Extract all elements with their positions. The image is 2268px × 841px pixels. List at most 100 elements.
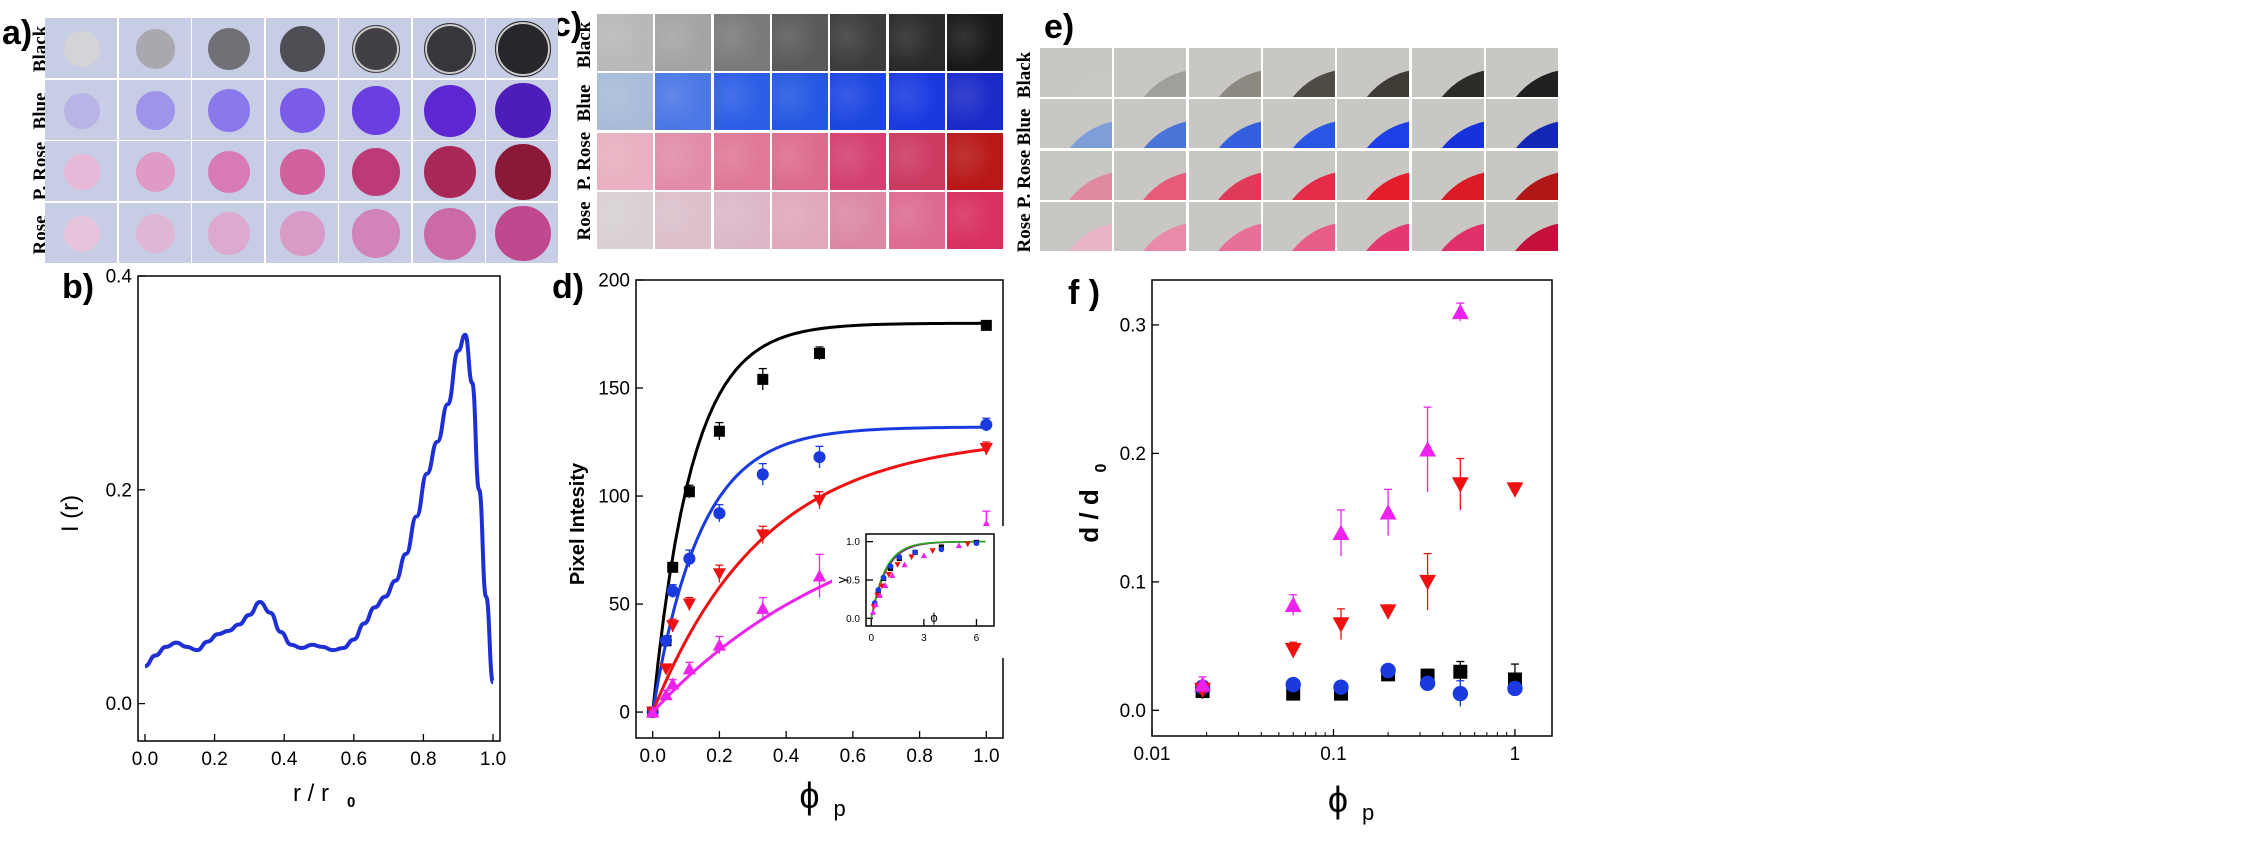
panel-label-a: a) — [2, 14, 33, 52]
edge-cell-3-1 — [1114, 201, 1187, 251]
edge-ink-0-6 — [1485, 50, 1558, 97]
b-xlabel-sub: 0 — [347, 794, 355, 811]
edge-ink-2-2 — [1188, 152, 1261, 200]
texture-cell-0-6 — [946, 14, 1003, 71]
texture-cell-1-2 — [713, 73, 770, 131]
d-inset-point-3-1 — [872, 601, 879, 608]
edge-cell-1-4 — [1337, 99, 1410, 149]
d-inset-point-1-4 — [896, 554, 903, 560]
texture-cell-0-1 — [655, 14, 712, 71]
d-point-0-6 — [814, 347, 825, 359]
drop-cell-3-3 — [265, 202, 338, 263]
d-point-0-4 — [713, 425, 725, 437]
ink-drop-2-3 — [279, 149, 326, 195]
d-frame — [635, 279, 1004, 739]
d-inset-point-2-4 — [894, 562, 901, 568]
b-xtick-label-1: 0.2 — [201, 749, 227, 770]
drop-cell-2-5 — [412, 141, 485, 201]
edge-ink-2-0 — [1040, 152, 1112, 200]
edge-cell-0-0 — [1040, 48, 1112, 97]
d-inset-xtick-label-2: 6 — [974, 633, 980, 644]
ink-drop-0-3 — [279, 26, 326, 72]
edge-ink-3-4 — [1337, 203, 1410, 251]
ink-drop-0-0 — [64, 31, 100, 67]
edge-cell-1-2 — [1188, 99, 1261, 149]
f-ylabel-sub: 0 — [1093, 463, 1110, 472]
drop-cell-3-4 — [339, 202, 411, 263]
ink-drop-3-4 — [351, 209, 401, 258]
edge-cell-3-3 — [1262, 201, 1335, 251]
d-point-2-4 — [712, 568, 727, 581]
d-point-2-6 — [812, 494, 827, 507]
f-xtick-label-1: 0.1 — [1320, 744, 1346, 765]
edge-ink-0-0 — [1040, 50, 1112, 97]
d-point-2-5 — [756, 529, 770, 542]
d-inset-ytick-label-2: 1.0 — [846, 537, 860, 548]
d-inset-point-3-4 — [889, 572, 896, 578]
d-xtick-label-1: 0.2 — [706, 746, 732, 767]
f-point-1-2 — [1333, 679, 1349, 695]
edge-ink-2-3 — [1262, 152, 1335, 200]
drop-cell-3-2 — [192, 202, 264, 263]
edge-cell-3-0 — [1040, 201, 1112, 251]
f-xtick-label-2: 1 — [1510, 744, 1521, 765]
b-frame — [137, 275, 501, 742]
d-ytick-label-3: 150 — [598, 379, 630, 400]
drop-cell-0-6 — [486, 18, 558, 78]
d-fit-0 — [651, 321, 987, 713]
ink-drop-2-6 — [495, 144, 551, 200]
edge-ink-1-5 — [1411, 101, 1484, 149]
texture-cell-2-1 — [655, 132, 712, 190]
b-xtick-label-4: 0.8 — [410, 749, 436, 770]
f-ytick-label-3: 0.3 — [1120, 316, 1146, 337]
f-xlabel: ϕ — [1328, 779, 1348, 820]
ink-drop-3-6 — [495, 205, 551, 262]
edge-ink-1-1 — [1114, 101, 1187, 149]
drop-cell-0-1 — [118, 18, 191, 78]
row-label-c-rose: Rose — [574, 201, 595, 241]
edge-ink-2-4 — [1337, 152, 1410, 200]
edge-ink-3-6 — [1485, 203, 1558, 251]
d-inset-ytick-label-1: 0.5 — [846, 576, 860, 587]
f-ylabel: d / d — [1074, 489, 1104, 542]
f-point-2-2 — [1332, 617, 1350, 633]
d-inset-point-1-1 — [875, 587, 882, 593]
edge-cell-2-2 — [1188, 150, 1261, 200]
texture-cell-0-0 — [597, 14, 653, 71]
d-inset-point-1-5 — [912, 549, 918, 556]
d-inset-point-1-6 — [938, 546, 945, 553]
d-ylabel: Pixel Intesity — [567, 462, 589, 585]
d-inset-ylabel: γ — [834, 576, 849, 583]
texture-cell-3-5 — [888, 191, 945, 249]
texture-cell-2-6 — [946, 132, 1003, 190]
ink-drop-1-6 — [495, 82, 551, 139]
texture-cell-1-3 — [771, 73, 828, 131]
f-frame — [1151, 279, 1553, 737]
edge-cell-1-6 — [1485, 99, 1558, 149]
ink-drop-1-1 — [135, 90, 176, 131]
ink-drop-1-0 — [64, 92, 100, 129]
drop-cell-2-1 — [118, 141, 191, 201]
drop-cell-2-6 — [486, 141, 558, 201]
d-inset-point-1-3 — [887, 563, 894, 570]
drop-cell-1-5 — [412, 79, 485, 140]
edge-cell-1-0 — [1040, 99, 1112, 149]
d-inset-point-2-6 — [929, 548, 936, 554]
ink-drop-0-1 — [135, 29, 176, 69]
d-point-1-6 — [813, 451, 826, 464]
panel-f-chart: 0.01 0.1 1 0.0 0.1 0.2 0.3 ϕ p d / d 0 — [1074, 279, 1553, 825]
ink-drop-1-4 — [351, 86, 401, 135]
f-point-2-4 — [1419, 574, 1436, 591]
d-inset-point-3-3 — [882, 582, 889, 588]
b-xtick-label-0: 0.0 — [132, 749, 158, 770]
d-point-1-3 — [683, 552, 696, 565]
d-ytick-label-2: 100 — [598, 487, 630, 508]
f-point-2-1 — [1284, 642, 1302, 659]
edge-ink-0-3 — [1262, 50, 1335, 97]
f-ytick-label-1: 0.1 — [1120, 573, 1146, 594]
d-inset-point-3-7 — [955, 542, 963, 549]
edge-ink-1-2 — [1188, 101, 1261, 149]
ink-drop-1-5 — [423, 84, 476, 137]
ink-drop-0-6 — [495, 21, 551, 77]
panel-a-cells — [45, 18, 558, 263]
